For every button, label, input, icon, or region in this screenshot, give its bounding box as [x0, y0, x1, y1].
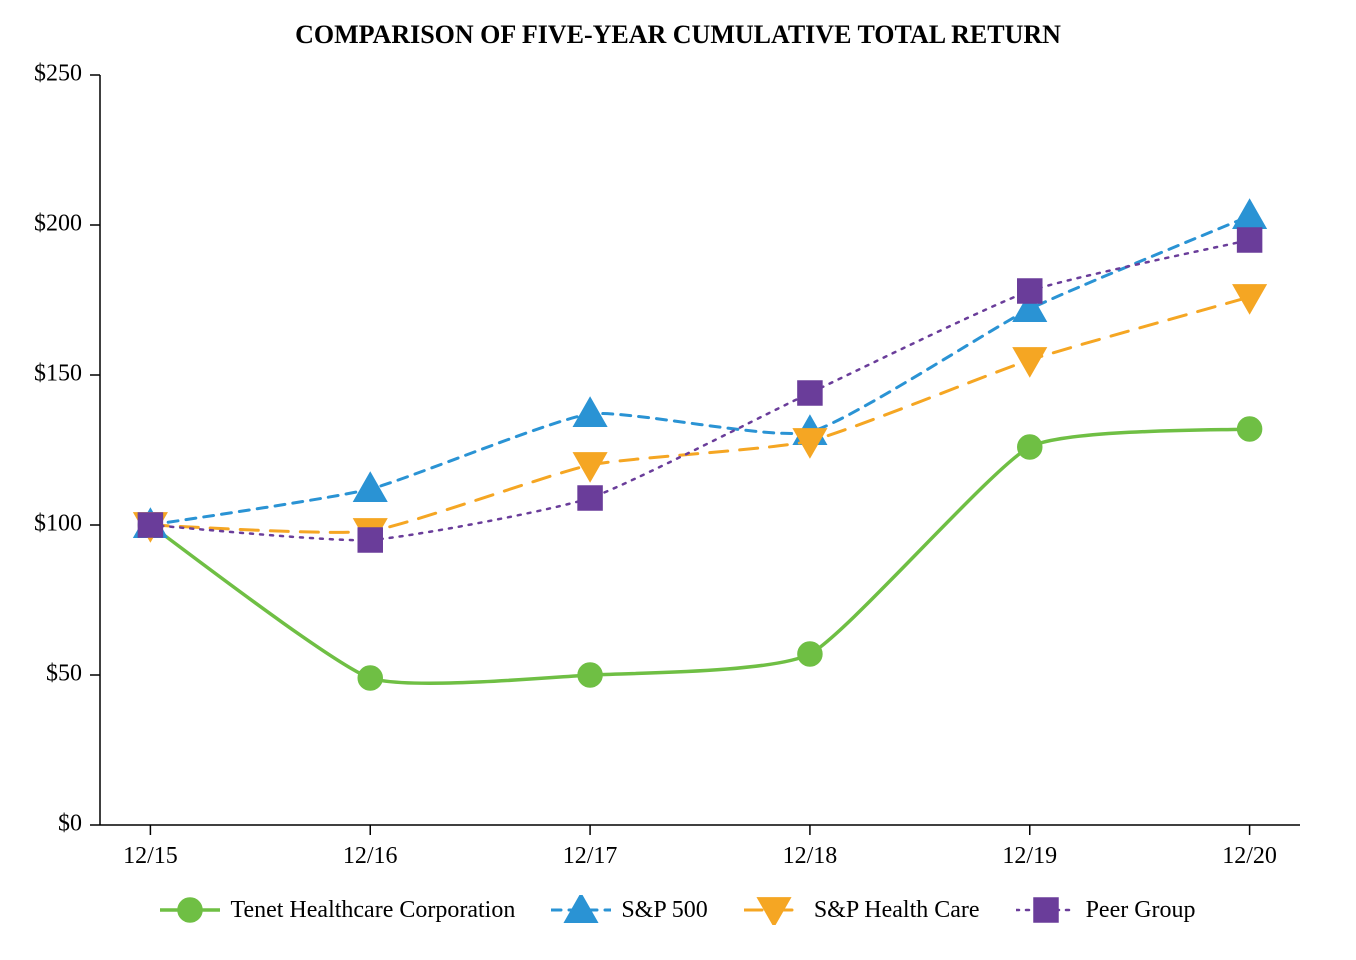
y-tick-label: $100: [34, 511, 82, 537]
chart-container: COMPARISON OF FIVE-YEAR CUMULATIVE TOTAL…: [0, 0, 1356, 960]
y-tick-label: $200: [34, 211, 82, 237]
series-marker: [1018, 279, 1042, 303]
series-marker: [178, 898, 202, 922]
legend-label: Peer Group: [1086, 897, 1196, 924]
series-marker: [1238, 228, 1262, 252]
series-group: [134, 285, 1266, 547]
legend-swatch: [1016, 895, 1076, 925]
series-group: [134, 200, 1266, 537]
series-line: [150, 216, 1249, 525]
series-marker: [138, 513, 162, 537]
series-group: [138, 228, 1261, 552]
legend-label: Tenet Healthcare Corporation: [230, 897, 515, 924]
series-line: [150, 297, 1249, 532]
series-line: [150, 429, 1249, 683]
chart-legend: Tenet Healthcare Corporation S&P 500 S&P H…: [0, 895, 1356, 925]
series-marker: [798, 381, 822, 405]
y-tick-label: $50: [46, 661, 82, 687]
x-tick-label: 12/19: [1002, 843, 1057, 869]
chart-title: COMPARISON OF FIVE-YEAR CUMULATIVE TOTAL…: [0, 20, 1356, 50]
series-marker: [358, 666, 382, 690]
legend-swatch: [551, 895, 611, 925]
legend-item: Tenet Healthcare Corporation: [160, 895, 515, 925]
series-marker: [1014, 348, 1047, 376]
y-tick-label: $250: [34, 61, 82, 87]
legend-item: Peer Group: [1016, 895, 1196, 925]
series-marker: [1034, 898, 1058, 922]
series-marker: [578, 486, 602, 510]
y-tick-label: $150: [34, 361, 82, 387]
legend-label: S&P Health Care: [814, 897, 980, 924]
series-marker: [798, 642, 822, 666]
series-marker: [578, 663, 602, 687]
series-marker: [574, 398, 607, 426]
series-marker: [358, 528, 382, 552]
series-marker: [1233, 200, 1266, 228]
x-tick-label: 12/17: [563, 843, 618, 869]
legend-swatch: [744, 895, 804, 925]
x-tick-label: 12/20: [1222, 843, 1277, 869]
y-tick-label: $0: [58, 811, 82, 837]
x-tick-label: 12/16: [343, 843, 398, 869]
x-tick-label: 12/15: [123, 843, 178, 869]
legend-item: S&P Health Care: [744, 895, 980, 925]
series-marker: [1238, 417, 1262, 441]
series-group: [138, 417, 1261, 690]
legend-label: S&P 500: [621, 897, 707, 924]
chart-plot-svg: $0$50$100$150$200$25012/1512/1612/1712/1…: [100, 75, 1300, 825]
x-tick-label: 12/18: [783, 843, 838, 869]
legend-item: S&P 500: [551, 895, 707, 925]
legend-swatch: [160, 895, 220, 925]
series-marker: [1018, 435, 1042, 459]
